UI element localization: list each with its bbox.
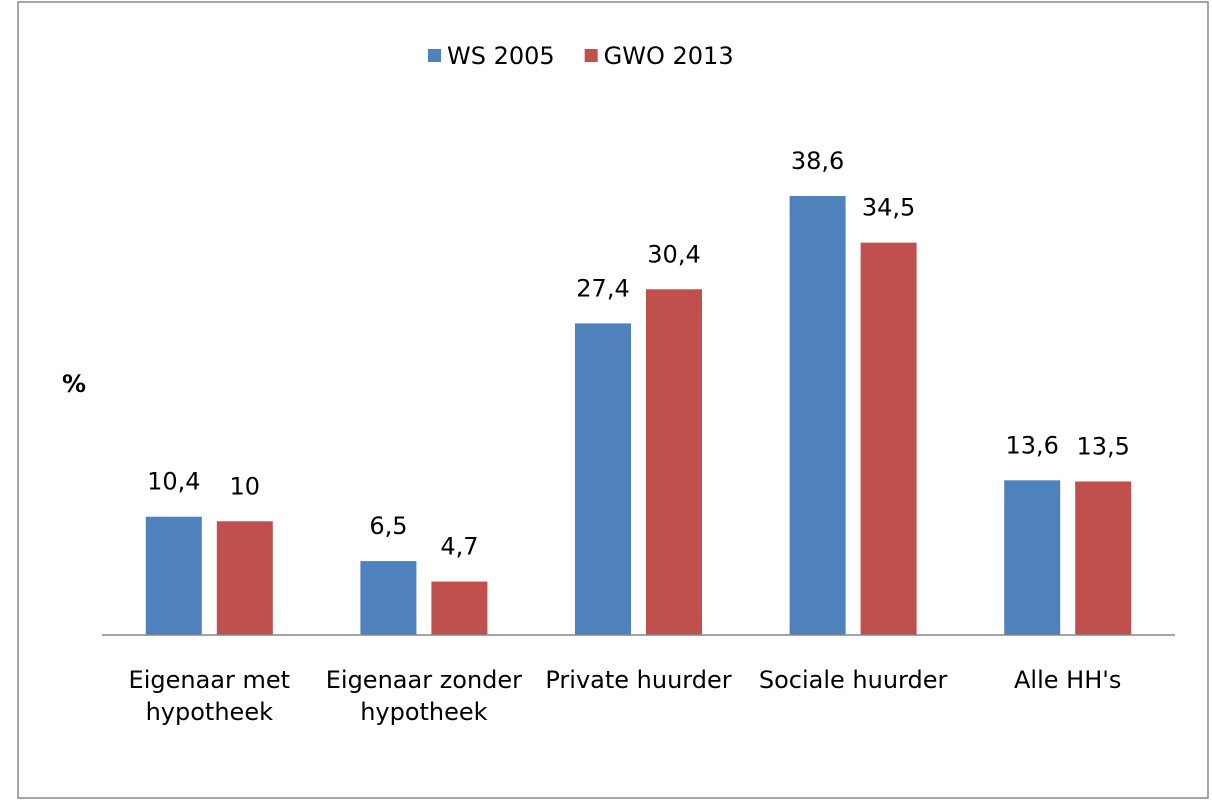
bar bbox=[789, 196, 846, 635]
data-label: 13,5 bbox=[1076, 432, 1129, 460]
x-tick-label: Eigenaar zonder hypotheek bbox=[325, 666, 523, 726]
data-label: 13,6 bbox=[1005, 431, 1058, 459]
bar bbox=[431, 581, 488, 635]
data-label: 38,6 bbox=[791, 147, 844, 175]
data-label: 34,5 bbox=[862, 194, 915, 222]
legend-swatch bbox=[428, 49, 441, 62]
legend-swatch bbox=[584, 49, 598, 62]
bar bbox=[860, 242, 917, 636]
x-tick-label: Eigenaar met hypotheek bbox=[128, 666, 291, 726]
data-label: 6,5 bbox=[369, 512, 407, 540]
data-label: 27,4 bbox=[576, 274, 629, 302]
x-tick-label: Sociale huurder bbox=[758, 666, 948, 694]
x-tick-label: Private huurder bbox=[545, 666, 732, 694]
bar bbox=[145, 516, 202, 635]
y-axis-label: % bbox=[62, 370, 86, 398]
legend-label: WS 2005 bbox=[447, 42, 555, 70]
data-label: 10 bbox=[230, 472, 261, 500]
bar bbox=[1004, 480, 1061, 635]
data-label: 10,4 bbox=[147, 468, 200, 496]
bar bbox=[1075, 481, 1132, 635]
bar bbox=[360, 561, 417, 635]
bar bbox=[646, 289, 702, 635]
bar bbox=[216, 521, 273, 635]
data-label: 30,4 bbox=[647, 240, 700, 268]
bar bbox=[575, 323, 631, 635]
data-label: 4,7 bbox=[440, 533, 478, 561]
x-tick-label: Alle HH's bbox=[1014, 666, 1122, 694]
legend-label: GWO 2013 bbox=[604, 42, 734, 70]
